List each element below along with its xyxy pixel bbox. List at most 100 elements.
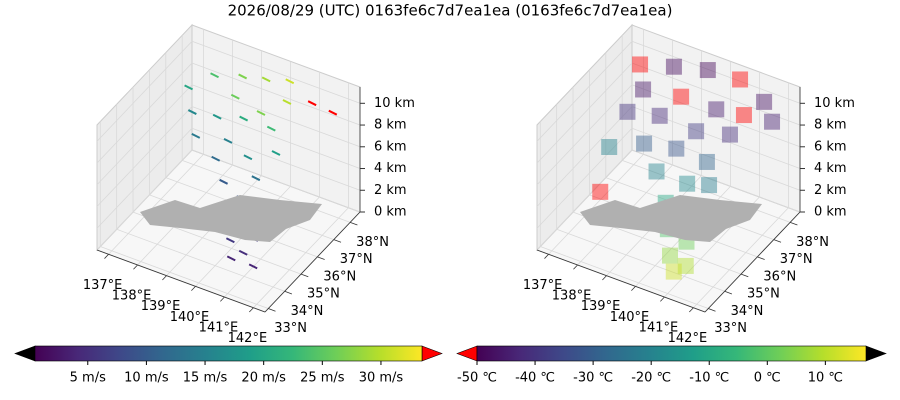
wind-arrow [261,76,271,83]
z-tick-label: 2 km [374,183,407,198]
cube-marker [601,139,618,156]
wind-arrow [230,93,240,100]
colorbar-extend-under [14,345,36,362]
grid-line [108,154,204,255]
grid-line [191,106,361,169]
cube-marker [619,103,636,120]
grid-line [631,127,801,191]
y-tick-label: 37°N [780,252,813,267]
z-tick-label: 6 km [814,139,847,154]
z-tick-label: 10 km [814,96,855,111]
grid-line [536,62,633,164]
z-tick-label: 6 km [374,139,407,154]
y-tick-label: 37°N [340,252,373,267]
wind-arrow [251,175,261,182]
cube-marker [735,107,752,124]
colorbar-tick-label: 5 m/s [70,371,106,386]
grid-line [96,84,193,186]
z-tick-label: 4 km [374,161,407,176]
cube-marker [701,177,718,194]
cube-marker [679,175,696,192]
x-tick-label: 140°E [610,310,650,325]
x-tick-label: 139°E [141,299,181,314]
wind-arrow [285,78,295,85]
colorbar [476,345,867,362]
grid-line [631,106,801,169]
z-tick-label: 0 km [374,205,407,220]
wind-arrow [184,84,194,91]
wind-arrow [271,150,281,156]
y-tick-label: 36°N [323,269,356,284]
colorbar-tick-label: 25 m/s [300,371,345,386]
grid-line [536,84,633,186]
cube-marker [651,107,668,124]
grid-line [536,127,633,229]
cube-marker [688,123,705,140]
cube-marker [699,62,716,79]
grid-line [693,207,789,308]
wind-arrow [239,115,249,122]
grid-line [191,40,361,104]
tick-mark [249,307,254,313]
axis-line [96,249,266,313]
axis-line [264,211,361,313]
cube-marker [756,93,773,110]
tick-mark [220,296,225,302]
grid-line [191,149,361,213]
colorbar-tick-label: 30 m/s [359,371,404,386]
cube-marker [648,163,665,180]
grid-line [182,159,351,223]
cube-marker [698,153,715,170]
colorbar-tick-label: 10 ℃ [808,371,843,386]
colorbar-tick-label: 15 m/s [183,371,228,386]
colorbar [34,345,423,362]
y-tick-label: 35°N [747,287,780,302]
wind-arrow [211,155,221,162]
x-tick-label: 138°E [552,288,592,303]
cube-marker [732,71,749,88]
x-tick-label: 142°E [228,331,268,346]
land [140,195,322,242]
z-tick-label: 4 km [814,161,847,176]
cube-marker [668,140,685,157]
wind-arrow [328,109,338,116]
wind-arrow [191,132,201,139]
land-right [580,195,762,242]
grid-line [631,149,801,213]
grid-line [536,41,633,142]
colorbar-tick-label: 10 m/s [124,371,169,386]
grid-line [96,41,193,142]
cube-marker [632,56,649,73]
colorbar-tick-label: -40 ℃ [515,371,555,386]
grid-line [631,62,801,126]
y-tick-label: 36°N [763,269,796,284]
wind-arrow [307,100,317,107]
cube-marker [665,263,682,280]
cube-marker [662,247,678,264]
cube-marker [665,58,682,75]
grid-line [96,127,193,229]
x-tick-label: 141°E [199,321,239,336]
z-tick-label: 2 km [814,183,847,198]
grid-line [96,106,193,207]
tick-mark [689,307,694,313]
tick-mark [573,264,578,270]
land [580,195,762,242]
tick-mark [544,254,549,259]
tick-mark [350,221,358,226]
colorbar-extend-over [421,345,443,362]
wind-arrow [226,255,236,262]
grid-line [536,106,633,207]
y-tick-label: 34°N [731,304,764,319]
wind-arrow [212,113,222,120]
y-tick-label: 35°N [307,287,340,302]
tick-mark [708,308,716,312]
cube-marker [677,257,694,274]
colorbar-tick-label: -50 ℃ [457,371,497,386]
colorbar-extend-over [865,345,887,362]
x-tick-label: 137°E [523,278,563,293]
tick-mark [724,290,733,295]
grid-line [191,127,361,191]
grid-line [548,154,644,255]
